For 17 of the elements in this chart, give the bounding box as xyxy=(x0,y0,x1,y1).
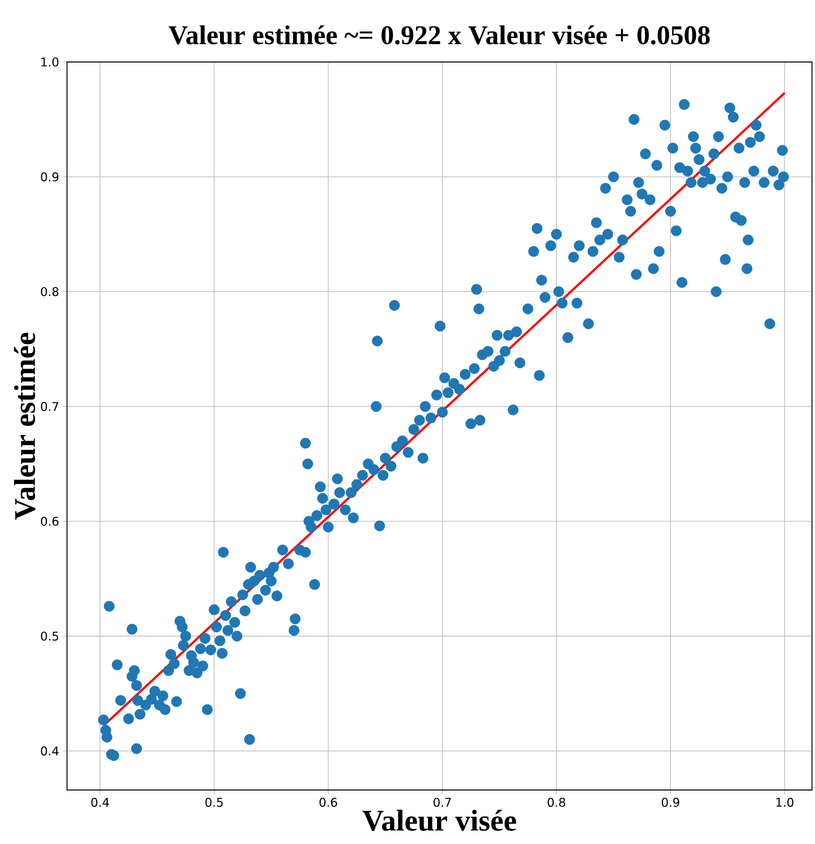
x-tick-label: 0.9 xyxy=(662,798,680,807)
x-tick-label: 1.0 xyxy=(776,798,794,807)
y-tick-label: 0.6 xyxy=(40,516,58,526)
y-tick-label: 0.4 xyxy=(40,746,59,756)
x-axis-title: Valeur visée xyxy=(362,810,516,831)
y-axis-title: Valeur estimée xyxy=(14,332,36,520)
y-tick-label: 0.7 xyxy=(40,402,58,412)
x-tick-label: 0.7 xyxy=(434,798,451,807)
chart-title: Valeur estimée ~= 0.922 x Valeur visée + 0.0508 xyxy=(168,25,710,44)
y-tick-label: 0.8 xyxy=(40,287,58,296)
y-tick-label: 1.0 xyxy=(41,57,58,67)
x-tick-label: 0.8 xyxy=(548,798,566,807)
x-tick-label: 0.4 xyxy=(91,798,109,807)
x-tick-label: 0.5 xyxy=(205,798,223,807)
y-tick-label: 0.9 xyxy=(40,172,58,182)
x-tick-label: 0.6 xyxy=(320,798,338,807)
y-tick-label: 0.5 xyxy=(40,632,58,641)
